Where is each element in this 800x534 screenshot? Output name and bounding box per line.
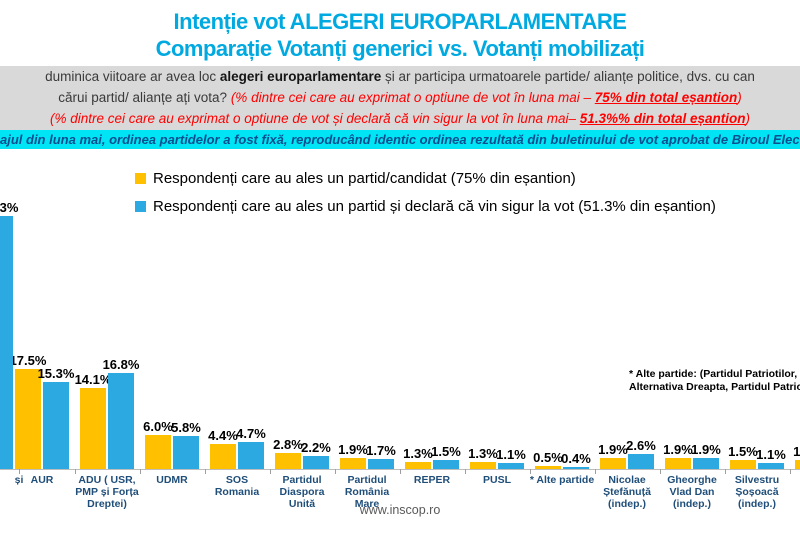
legend-item-chosen-party: Respondenți care au ales un partid/candi… bbox=[135, 164, 716, 192]
bar-sure-vote bbox=[758, 462, 784, 469]
bar-value-label: 2.2% bbox=[301, 440, 331, 456]
chart-legend: Respondenți care au ales un partid/candi… bbox=[135, 164, 716, 220]
bar-chosen-party bbox=[470, 461, 496, 469]
bar-sure-vote bbox=[628, 454, 654, 469]
bar-value-label: 6.0% bbox=[143, 418, 173, 434]
bar-sure-vote bbox=[108, 373, 134, 469]
bar-chosen-party bbox=[535, 466, 561, 469]
category-label: SOS Romania bbox=[214, 474, 260, 498]
bar-value-label: 0.4% bbox=[561, 450, 591, 466]
legend-marker-yellow bbox=[135, 172, 146, 184]
legend-marker-blue bbox=[135, 200, 146, 212]
axis-tick bbox=[139, 469, 141, 474]
bar-sure-vote bbox=[0, 215, 13, 469]
title-line-1: Intenție vot ALEGERI EUROPARLAMENTARE bbox=[173, 9, 627, 34]
axis-tick bbox=[334, 469, 336, 474]
axis-tick bbox=[464, 469, 466, 474]
bar-value-label: 17.5% bbox=[9, 353, 47, 369]
bar-value-label: 16.8% bbox=[102, 357, 140, 373]
bar-value-label: 1.1% bbox=[496, 446, 526, 462]
bar-value-label: 1.5% bbox=[431, 444, 461, 460]
category-label: Partidul România Mare bbox=[344, 474, 390, 510]
other-parties-footnote: * Alte partide: (Partidul Patriotilor, A… bbox=[629, 368, 800, 393]
category-label: Gheorghe Vlad Dan (indep.) bbox=[667, 474, 717, 510]
bar-value-label: 1.9% bbox=[598, 442, 628, 458]
bar-chosen-party bbox=[340, 458, 366, 469]
axis-tick bbox=[594, 469, 596, 474]
methodology-note-band: ajul din luna mai, ordinea partidelor a … bbox=[0, 130, 800, 149]
question-line-2: cărui partid/ alianțe ați vota? (% dintr… bbox=[58, 90, 742, 105]
bar-value-label: 1.9% bbox=[663, 442, 693, 458]
category-label: Silvestru Șoșoacă (indep.) bbox=[734, 474, 780, 510]
category-label: ADU ( USR, PMP și Forța Dreptei) bbox=[75, 474, 139, 510]
legend-label: Respondenți care au ales un partid/candi… bbox=[153, 169, 576, 187]
bar-value-label: 1.5% bbox=[793, 444, 800, 460]
bar-value-label: 44.3% bbox=[0, 199, 19, 215]
bar-value-label: 2.6% bbox=[626, 438, 656, 454]
bar-sure-vote bbox=[173, 435, 199, 469]
bar-value-label: 1.5% bbox=[728, 444, 758, 460]
bar-value-label: 14.1% bbox=[74, 372, 112, 388]
bar-sure-vote bbox=[563, 466, 589, 469]
axis-tick bbox=[269, 469, 271, 474]
category-label: PUSL bbox=[482, 474, 511, 486]
category-label: Nicolae Ștefănuță (indep.) bbox=[603, 474, 651, 510]
bar-value-label: 4.4% bbox=[208, 427, 238, 443]
bar-chosen-party bbox=[600, 458, 626, 469]
category-label: AUR bbox=[30, 474, 54, 486]
bar-sure-vote bbox=[43, 381, 69, 469]
bar-value-label: 1.1% bbox=[756, 446, 786, 462]
bar-value-label: 2.8% bbox=[273, 437, 303, 453]
bar-sure-vote bbox=[433, 460, 459, 469]
bar-value-label: 1.9% bbox=[691, 442, 721, 458]
legend-item-sure-vote: Respondenți care au ales un partid și de… bbox=[135, 192, 716, 220]
bar-sure-vote bbox=[368, 459, 394, 469]
axis-tick bbox=[204, 469, 206, 474]
bar-chosen-party bbox=[730, 460, 756, 469]
question-line-1: duminica viitoare ar avea loc alegeri eu… bbox=[45, 69, 755, 84]
bar-chosen-party bbox=[665, 458, 691, 469]
axis-tick bbox=[399, 469, 401, 474]
category-label: UDMR bbox=[156, 474, 188, 486]
bar-chosen-party bbox=[15, 369, 41, 469]
bar-chosen-party bbox=[80, 388, 106, 469]
bar-chosen-party bbox=[275, 453, 301, 469]
bar-sure-vote bbox=[303, 456, 329, 469]
category-label: și bbox=[14, 474, 24, 486]
bar-sure-vote bbox=[498, 462, 524, 469]
bar-sure-vote bbox=[693, 458, 719, 469]
bar-chosen-party bbox=[145, 434, 171, 469]
axis-tick bbox=[789, 469, 791, 474]
bar-value-label: 1.7% bbox=[366, 443, 396, 459]
axis-tick bbox=[659, 469, 661, 474]
bar-value-label: 1.3% bbox=[403, 445, 433, 461]
category-label: REPER bbox=[413, 474, 451, 486]
bar-value-label: 1.9% bbox=[338, 442, 368, 458]
title-line-2: Comparație Votanți generici vs. Votanți … bbox=[155, 36, 645, 61]
bar-value-label: 5.8% bbox=[171, 419, 201, 435]
question-line-3: (% dintre cei care au exprimat o optiune… bbox=[49, 111, 751, 126]
survey-question-band: duminica viitoare ar avea loc alegeri eu… bbox=[0, 66, 800, 130]
axis-tick bbox=[74, 469, 76, 474]
bar-chosen-party bbox=[210, 443, 236, 469]
bar-value-label: 0.5% bbox=[533, 450, 563, 466]
bar-chosen-party bbox=[405, 461, 431, 469]
source-url: www.inscop.ro bbox=[359, 503, 441, 517]
bar-chosen-party bbox=[795, 460, 800, 469]
axis-tick bbox=[724, 469, 726, 474]
bar-value-label: 15.3% bbox=[37, 365, 75, 381]
page-title: Intenție vot ALEGERI EUROPARLAMENTARE Co… bbox=[0, 8, 800, 62]
axis-tick bbox=[529, 469, 531, 474]
legend-label: Respondenți care au ales un partid și de… bbox=[153, 197, 716, 215]
category-label: * Alte partide bbox=[529, 474, 595, 486]
category-label: Partidul Diaspora Unită bbox=[279, 474, 325, 510]
bar-sure-vote bbox=[238, 442, 264, 469]
axis-tick bbox=[18, 469, 20, 474]
bar-value-label: 4.7% bbox=[236, 426, 266, 442]
bar-value-label: 1.3% bbox=[468, 445, 498, 461]
